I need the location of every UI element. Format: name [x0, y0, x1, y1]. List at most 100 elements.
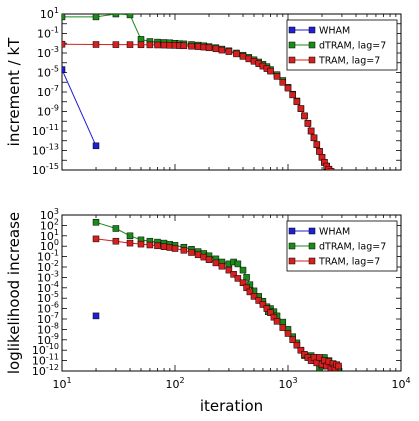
plot-area	[92, 219, 342, 371]
y-tick-label-base: 10	[40, 230, 54, 243]
y-tick-label-exponent: -2	[51, 259, 59, 268]
data-point	[112, 41, 120, 48]
y-tick-label-exponent: -12	[46, 363, 59, 372]
data-point	[112, 14, 120, 18]
x-tick-label-exponent: 1	[66, 376, 71, 385]
legend: WHAM dTRAM, lag=7 TRAM, lag=7	[286, 19, 398, 71]
data-point	[301, 112, 308, 120]
data-point	[284, 330, 292, 337]
data-point	[126, 41, 134, 48]
y-tick-label-base: 10	[37, 67, 51, 80]
data-point	[62, 14, 66, 21]
y-tick-label: 10-1	[37, 249, 59, 264]
y-tick-label-exponent: -8	[51, 321, 59, 330]
y-tick-label-exponent: -9	[51, 104, 59, 113]
legend-marker	[308, 56, 316, 64]
legend-marker	[308, 227, 316, 235]
data-point	[243, 284, 250, 292]
data-point	[267, 67, 274, 75]
y-tick-label: 10-15	[32, 162, 59, 177]
y-tick-label: 10-8	[37, 321, 59, 336]
data-point	[243, 274, 250, 281]
data-point	[255, 297, 262, 304]
data-point	[212, 259, 220, 267]
y-tick-label-exponent: -10	[46, 342, 59, 351]
data-point	[289, 91, 296, 99]
data-point	[62, 66, 66, 73]
y-tick-label-base: 10	[37, 271, 51, 284]
data-point	[279, 318, 287, 326]
legend-marker	[308, 242, 316, 250]
y-tick-label-base: 10	[37, 28, 51, 41]
y-tick-label: 10-5	[37, 65, 59, 80]
y-tick-label: 10-9	[37, 332, 59, 347]
data-point	[154, 41, 161, 49]
y-tick-label-exponent: -11	[46, 123, 59, 132]
y-tick-label-exponent: -3	[51, 45, 59, 54]
y-tick-label-exponent: -6	[51, 301, 59, 310]
data-point	[126, 232, 134, 240]
y-tick-label: 10-10	[32, 342, 59, 357]
data-point	[160, 243, 168, 250]
y-tick-label-base: 10	[37, 334, 51, 347]
data-point	[160, 41, 168, 49]
y-tick-label-exponent: -5	[51, 65, 59, 74]
y-tick-label-exponent: 1	[54, 228, 59, 237]
legend-label: WHAM	[319, 227, 350, 238]
x-tick-label: 102	[165, 376, 184, 391]
legend-marker	[288, 227, 296, 235]
y-tick-label-exponent: -9	[51, 332, 59, 341]
data-point	[194, 43, 202, 50]
data-point	[234, 275, 242, 282]
data-point	[313, 141, 321, 148]
y-tick-label-exponent: -4	[51, 280, 59, 289]
legend-marker	[308, 41, 316, 49]
legend-marker	[288, 26, 296, 34]
legend-label: dTRAM, lag=7	[319, 41, 386, 52]
data-point	[137, 240, 145, 248]
legend-marker	[288, 242, 296, 250]
x-tick-label-base: 10	[391, 378, 405, 391]
data-point	[273, 73, 281, 80]
data-point	[239, 266, 247, 274]
data-point	[263, 305, 271, 312]
y-tick-label: 10-5	[37, 290, 59, 305]
x-tick-label-base: 10	[278, 378, 292, 391]
y-tick-label-exponent: -1	[51, 249, 59, 258]
x-tick-label-base: 10	[52, 378, 66, 391]
data-point	[112, 225, 120, 232]
data-point	[250, 293, 258, 300]
data-point	[188, 42, 195, 50]
y-tick-label-base: 10	[37, 47, 51, 60]
data-point	[259, 301, 267, 308]
legend-label: WHAM	[319, 26, 350, 37]
y-tick-label-exponent: -15	[46, 162, 59, 171]
y-tick-label-base: 10	[37, 261, 51, 274]
y-tick-label: 10-6	[37, 301, 59, 316]
y-tick-label: 10-4	[37, 280, 59, 295]
y-tick-label-exponent: 0	[54, 238, 59, 247]
y-tick-label-base: 10	[40, 219, 54, 232]
y-tick-label-base: 10	[32, 145, 46, 158]
data-point	[316, 148, 323, 155]
data-point	[297, 105, 305, 112]
y-tick-label-base: 10	[37, 282, 51, 295]
x-tick-label-base: 10	[165, 378, 179, 391]
data-point	[180, 42, 188, 50]
legend-marker	[308, 257, 316, 265]
y-tick-label-exponent: -1	[51, 26, 59, 35]
x-tick-label-exponent: 2	[179, 376, 184, 385]
data-point	[146, 241, 154, 249]
data-point	[234, 260, 242, 268]
data-point	[293, 341, 301, 349]
plot-area	[62, 14, 335, 170]
data-point	[284, 84, 292, 92]
data-point	[92, 14, 100, 21]
y-tick-label-base: 10	[37, 313, 51, 326]
data-point	[205, 256, 213, 263]
y-tick-label-base: 10	[32, 164, 46, 177]
data-point	[279, 324, 287, 331]
bottom-panel-loglikelihood: 10310210110010-110-210-310-410-510-610-7…	[5, 207, 411, 415]
legend-marker	[288, 41, 296, 49]
legend-marker	[288, 257, 296, 265]
